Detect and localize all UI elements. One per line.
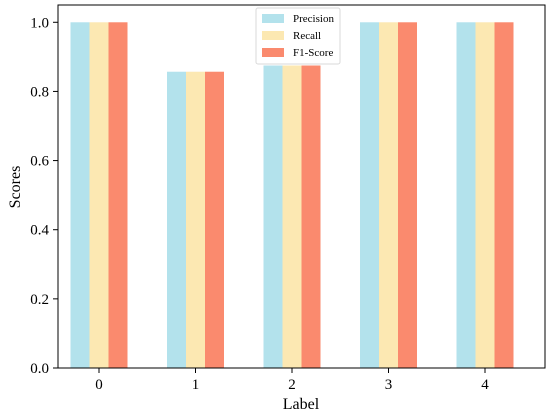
- legend-swatch-recall: [262, 31, 284, 40]
- bar-f1-score-4: [494, 22, 514, 369]
- y-tick-label: 0.6: [30, 154, 49, 170]
- bar-f1-score-2: [301, 65, 321, 368]
- legend-label-precision: Precision: [293, 13, 334, 25]
- legend-label-recall: Recall: [293, 30, 321, 42]
- x-tick-label: 1: [192, 377, 200, 393]
- y-axis-title: Scores: [7, 166, 24, 209]
- y-tick-label: 0.2: [30, 292, 49, 308]
- legend: Precision Recall F1-Score: [255, 7, 341, 65]
- x-tick-label: 3: [385, 377, 393, 393]
- bar-precision-4: [456, 22, 476, 369]
- y-axis-ticks: 0.0 0.2 0.4 0.6 0.8 1.0: [30, 15, 58, 377]
- plot-frame: [57, 4, 546, 369]
- x-tick-label: 2: [288, 377, 296, 393]
- x-tick-label: 0: [95, 377, 103, 393]
- bar-recall-0: [89, 22, 109, 369]
- bar-precision-2: [263, 65, 283, 368]
- bars-group: [70, 22, 514, 369]
- legend-swatch-precision: [262, 14, 284, 23]
- bar-precision-1: [167, 71, 186, 369]
- y-tick-label: 0.0: [30, 361, 49, 377]
- bar-precision-3: [360, 22, 379, 369]
- legend-label-f1-score: F1-Score: [293, 47, 333, 59]
- x-axis-title: Label: [283, 396, 320, 413]
- bar-recall-1: [186, 71, 205, 369]
- x-tick-label: 4: [481, 377, 489, 393]
- legend-swatch-f1-score: [262, 48, 284, 57]
- bar-recall-4: [475, 22, 495, 369]
- bar-recall-2: [282, 65, 302, 368]
- y-tick-label: 0.8: [30, 84, 49, 100]
- bar-f1-score-1: [205, 71, 224, 369]
- x-axis-ticks: 0 1 2 3 4: [95, 368, 489, 393]
- bar-recall-3: [379, 22, 398, 369]
- y-tick-label: 1.0: [30, 15, 49, 31]
- bar-f1-score-3: [398, 22, 417, 369]
- bar-precision-0: [70, 22, 90, 369]
- bar-f1-score-0: [108, 22, 128, 369]
- y-tick-label: 0.4: [30, 223, 49, 239]
